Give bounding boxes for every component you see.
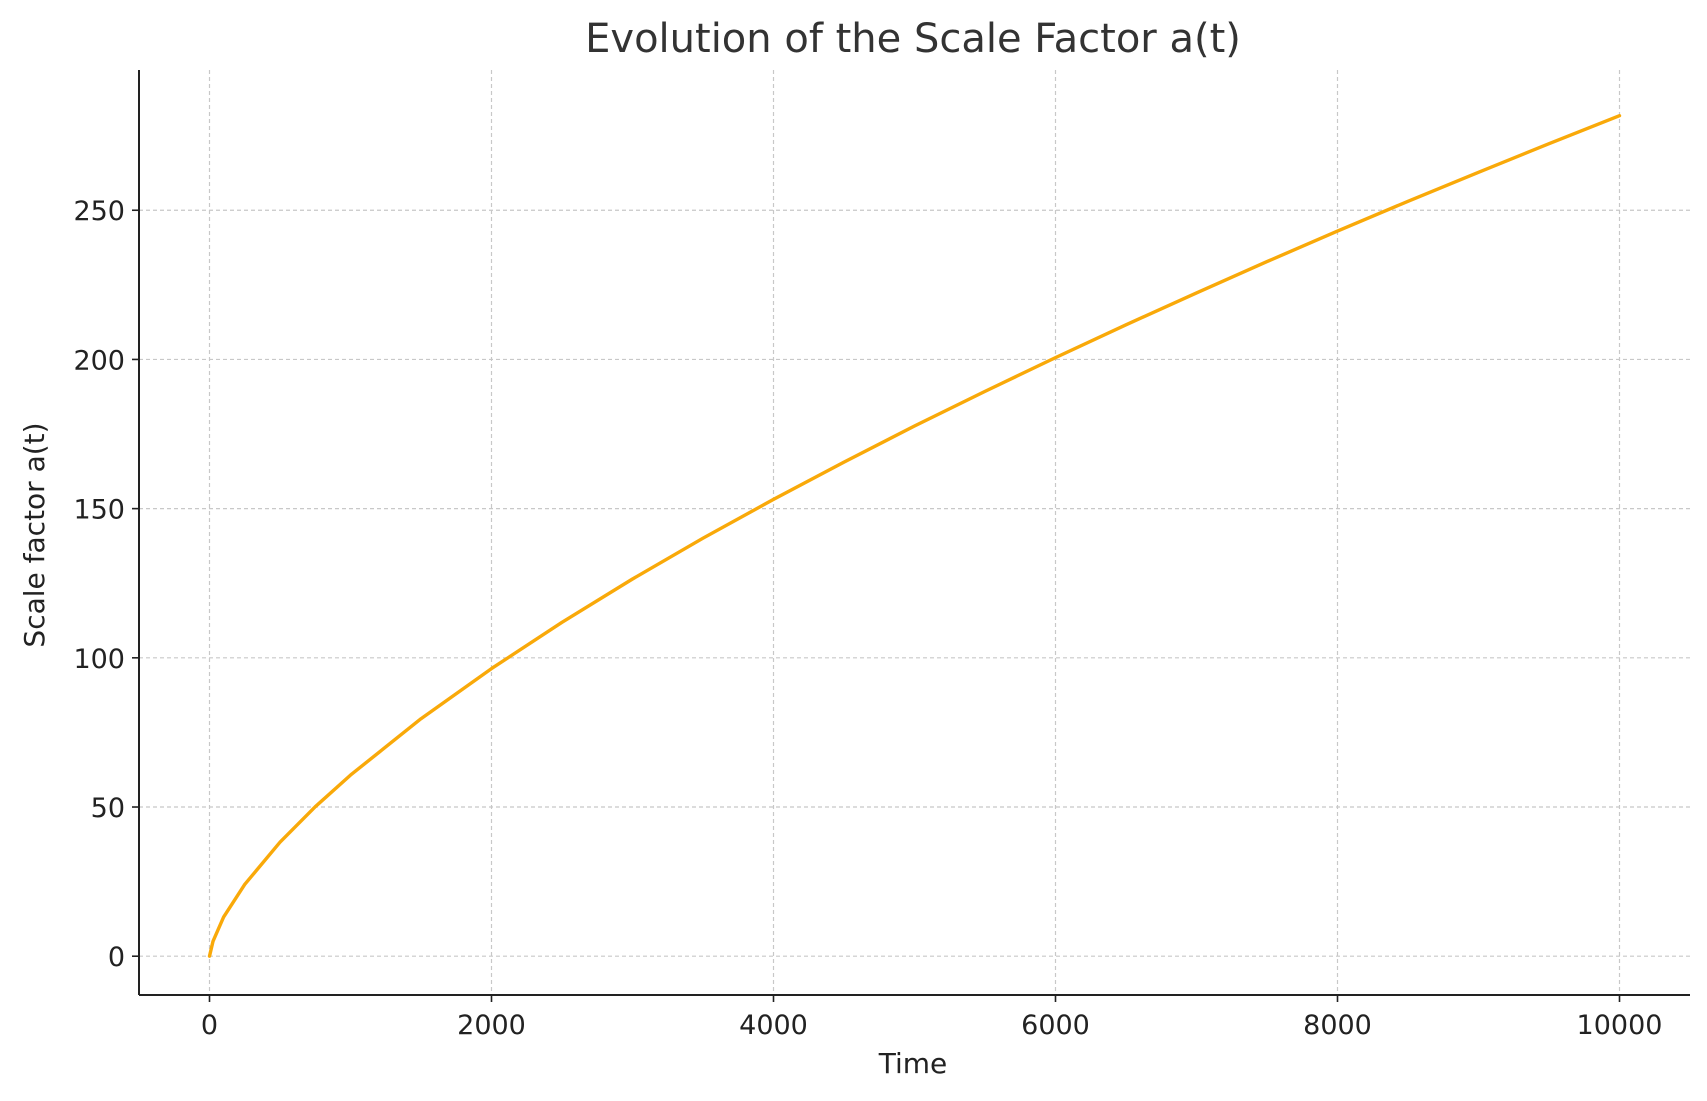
x-tick-label: 2000 [457,1010,526,1041]
y-tick-label: 250 [73,196,125,227]
y-tick-label: 50 [91,793,125,824]
x-tick-label: 6000 [1021,1010,1090,1041]
x-tick-label: 8000 [1303,1010,1372,1041]
axes [138,70,1690,996]
grid [139,70,1690,995]
y-tick-label: 0 [108,942,125,973]
chart-title: Evolution of the Scale Factor a(t) [585,16,1241,62]
tick-labels: 0 2000 4000 6000 8000 10000 0 50 100 150 200 250 [73,196,1662,1041]
series-line [207,113,1622,958]
x-tick-label: 10000 [1577,1010,1663,1041]
y-tick-label: 150 [73,495,125,526]
y-tick-label: 200 [73,345,125,376]
y-tick-label: 100 [73,644,125,675]
x-axis-title: Time [878,1047,948,1080]
x-tick-label: 0 [201,1010,218,1041]
y-axis-title: Scale factor a(t) [18,422,51,647]
x-tick-label: 4000 [739,1010,808,1041]
series-layer [207,113,1622,958]
